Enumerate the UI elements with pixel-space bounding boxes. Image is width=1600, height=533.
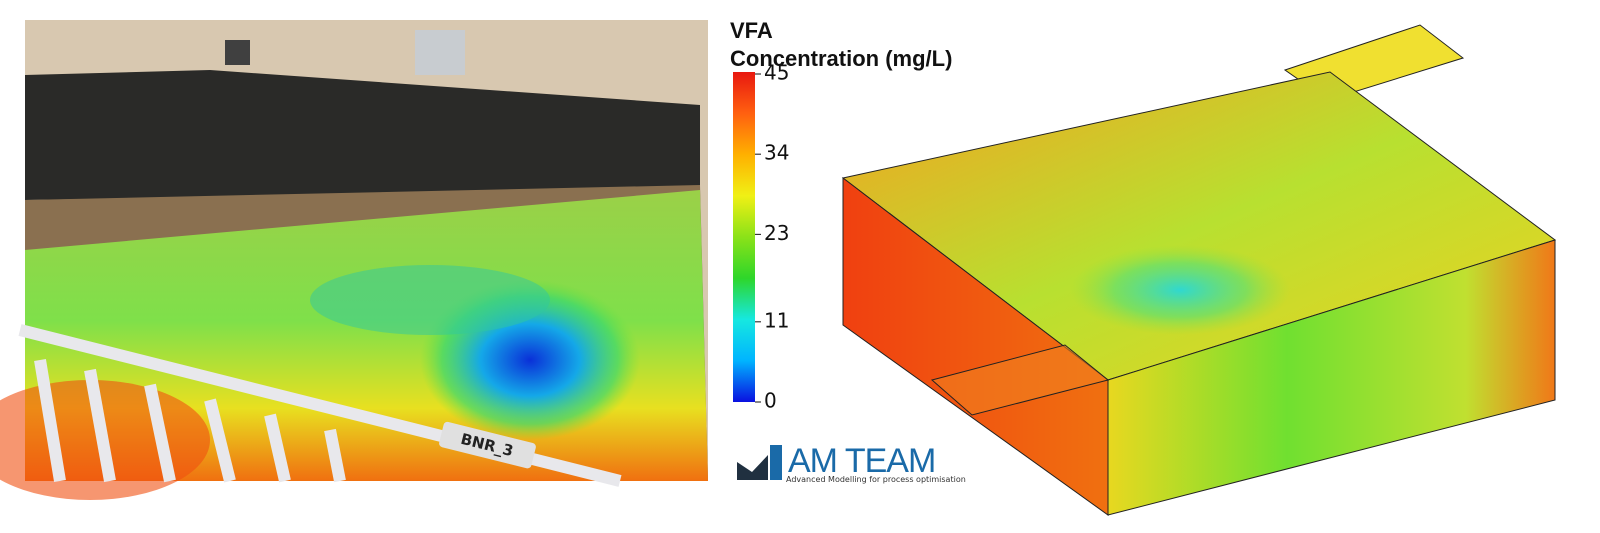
logo: AM TEAM Advanced Modelling for process o… bbox=[737, 442, 966, 484]
tick-label: 23 bbox=[764, 221, 789, 245]
colorbar: VFA Concentration (mg/L) 0 11 23 34 45 bbox=[730, 18, 952, 413]
colorbar-title: Concentration (mg/L) bbox=[730, 46, 952, 71]
tick-label: 45 bbox=[764, 61, 789, 85]
tick-label: 34 bbox=[764, 141, 789, 165]
tick-label: 11 bbox=[764, 308, 789, 332]
logo-tagline: Advanced Modelling for process optimisat… bbox=[786, 475, 966, 484]
logo-name: AM TEAM bbox=[788, 442, 935, 480]
tick-label: 0 bbox=[764, 389, 777, 413]
colorbar-gradient bbox=[733, 72, 755, 402]
colorbar-title: VFA bbox=[730, 18, 773, 43]
site-photo: BNR_3 bbox=[0, 20, 708, 500]
model-3d bbox=[841, 24, 1557, 516]
